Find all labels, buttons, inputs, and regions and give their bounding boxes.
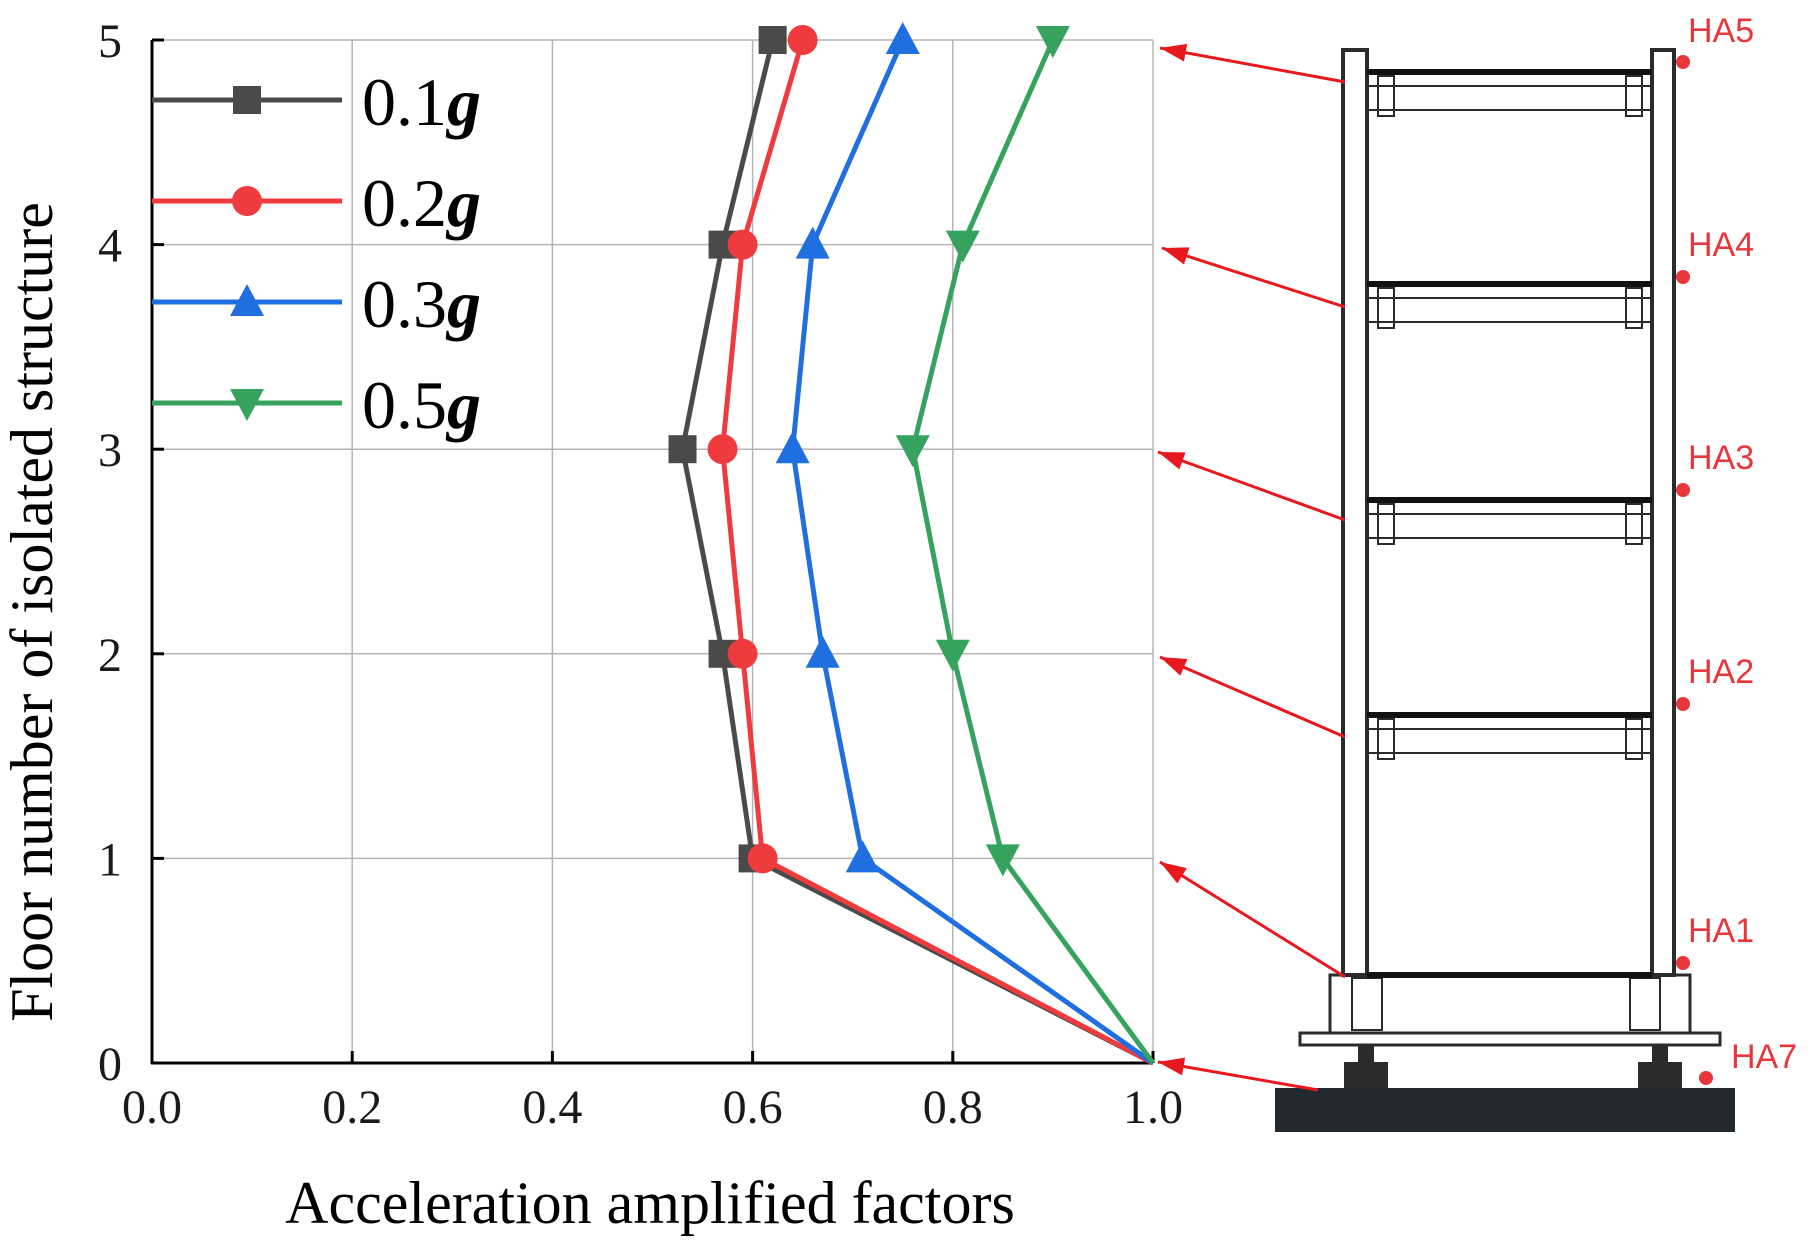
beam-joint-right-2	[1625, 503, 1643, 545]
sensor-dot-2	[1676, 483, 1690, 497]
legend-marker-3	[230, 389, 264, 421]
data-point-1-5	[787, 25, 818, 55]
sensor-dot-0	[1676, 55, 1690, 69]
legend-label-2: 0.3g	[362, 266, 481, 342]
foundation-block	[1275, 1088, 1735, 1132]
y-tick-label-3: 3	[98, 424, 122, 477]
legend-item-3: 0.5g	[152, 367, 481, 443]
data-point-1-2	[727, 638, 758, 669]
column-left	[1341, 48, 1369, 977]
bearing-0	[1344, 1062, 1388, 1088]
arrow-line-5	[1157, 1060, 1319, 1092]
y-tick-label-4: 4	[98, 220, 122, 273]
sensor-dot-1	[1676, 270, 1690, 284]
series-line-3	[910, 38, 1156, 1065]
data-point-2-4	[795, 226, 830, 259]
arrow-head-3	[1160, 657, 1188, 676]
data-point-3-3	[895, 435, 930, 468]
sensor-dot-3	[1676, 697, 1690, 711]
x-tick-label-1: 0.2	[322, 1081, 382, 1134]
x-tick-label-4: 0.8	[923, 1081, 983, 1134]
data-point-0-3	[668, 435, 697, 464]
data-point-1-4	[727, 229, 758, 260]
structure-diagram: HA5 HA4 HA3 HA2 HA1 HA7	[1157, 12, 1797, 1132]
data-point-2-5	[885, 22, 920, 54]
sensor-dot-5	[1699, 1071, 1713, 1085]
legend-item-0: 0.1g	[152, 64, 481, 140]
legend-marker-1	[232, 186, 262, 216]
data-point-3-2	[935, 639, 970, 672]
data-point-2-3	[775, 431, 810, 464]
y-tick-label-2: 2	[98, 629, 122, 682]
beam-joint-right-0	[1625, 75, 1643, 117]
y-tick-label-0: 0	[98, 1038, 122, 1091]
series-0	[668, 26, 1155, 1066]
sensor-dot-4	[1676, 956, 1690, 970]
legend-marker-2	[230, 284, 264, 316]
legend-marker-0	[233, 86, 261, 114]
sensor-label-2: HA3	[1688, 439, 1754, 477]
data-point-1-3	[707, 434, 738, 465]
data-point-2-1	[845, 840, 880, 873]
data-point-3-1	[985, 844, 1020, 877]
series-2	[775, 22, 1155, 1066]
base-frame-box-left	[1351, 977, 1383, 1031]
plot-area: 0.0 0.2 0.4 0.6 0.8 1.0 0 1 2 3 4 5	[98, 15, 1183, 1134]
bearing-1	[1638, 1062, 1682, 1088]
sensor-label-4: HA1	[1688, 912, 1754, 950]
series-line-2	[790, 38, 1155, 1066]
x-tick-label-5: 1.0	[1123, 1081, 1183, 1134]
beam-joint-left-3	[1377, 718, 1395, 760]
y-tick-label-5: 5	[98, 15, 122, 68]
arrow-head-5	[1158, 1057, 1186, 1076]
beam-joint-left-2	[1377, 503, 1395, 545]
legend-label-0: 0.1g	[362, 64, 481, 140]
arrow-line-3	[1159, 655, 1346, 739]
beam-joint-left-1	[1377, 287, 1395, 329]
base-frame	[1328, 973, 1692, 1035]
legend-item-1: 0.2g	[152, 165, 481, 241]
sensor-label-3: HA2	[1688, 653, 1754, 691]
x-tick-label-0: 0.0	[122, 1081, 182, 1134]
beam-joint-right-3	[1625, 718, 1643, 760]
base-frame-box-right	[1629, 977, 1661, 1031]
beam-joint-right-1	[1625, 287, 1643, 329]
x-axis-title: Acceleration amplified factors	[285, 1170, 1015, 1236]
data-point-3-4	[945, 230, 980, 263]
data-point-3-5	[1035, 26, 1070, 58]
legend: 0.1g 0.2g 0.3g 0.5g	[152, 64, 481, 443]
y-axis-title: Floor number of isolated structure	[0, 202, 65, 1022]
sensor-label-5: HA7	[1731, 1038, 1797, 1076]
sensor-label-0: HA5	[1688, 12, 1754, 50]
arrow-head-0	[1160, 43, 1188, 62]
legend-item-2: 0.3g	[152, 266, 481, 342]
arrow-line-2	[1157, 450, 1346, 522]
series-line-0	[680, 39, 1155, 1066]
series-1	[707, 25, 1155, 1066]
arrow-head-2	[1158, 452, 1186, 470]
beam-joint-left-0	[1377, 75, 1395, 117]
series-3	[895, 26, 1156, 1065]
column-right	[1650, 48, 1676, 977]
data-point-1-1	[747, 843, 778, 874]
x-tick-label-2: 0.4	[522, 1081, 582, 1134]
arrow-line-1	[1161, 246, 1346, 309]
arrow-line-4	[1159, 860, 1346, 979]
arrow-line-0	[1159, 46, 1346, 84]
legend-label-3: 0.5g	[362, 367, 481, 443]
y-tick-label-1: 1	[98, 833, 122, 886]
sensor-label-1: HA4	[1688, 226, 1754, 264]
x-tick-label-3: 0.6	[723, 1081, 783, 1134]
base-plate	[1298, 1031, 1722, 1047]
arrow-head-4	[1160, 862, 1187, 884]
arrow-head-1	[1162, 247, 1190, 265]
series-line-1	[720, 39, 1155, 1066]
legend-label-1: 0.2g	[362, 165, 481, 241]
data-point-2-2	[805, 635, 840, 668]
data-point-0-5	[758, 26, 787, 54]
